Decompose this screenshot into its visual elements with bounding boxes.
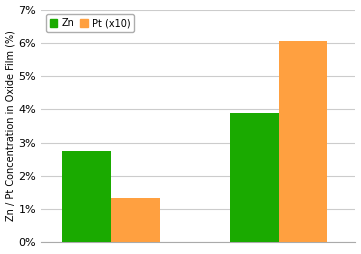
Legend: Zn, Pt (x10): Zn, Pt (x10) — [46, 14, 134, 32]
Bar — [279, 41, 327, 243]
Y-axis label: Zn / Pt Concentration in Oxide Film (%): Zn / Pt Concentration in Oxide Film (%) — [5, 30, 16, 221]
Bar — [62, 151, 111, 243]
Bar — [230, 113, 279, 243]
Bar — [111, 198, 160, 243]
